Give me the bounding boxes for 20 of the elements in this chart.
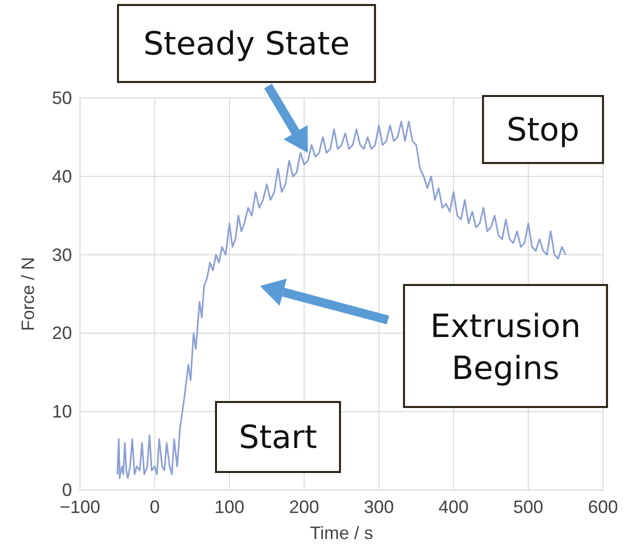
x-tick-label: 500 [513,497,544,517]
annotation: Extrusion Begins [430,307,581,387]
y-tick-label: 0 [62,480,72,500]
x-axis-title: Time / s [310,523,374,543]
x-tick-label: 200 [289,497,320,517]
x-tick-label: 600 [588,497,618,517]
y-tick-label: 30 [52,244,72,265]
y-tick-label: 20 [52,323,72,344]
x-tick-label: 0 [150,497,160,517]
x-tick-label: 100 [214,497,244,517]
x-tick-label: 400 [438,497,469,517]
x-tick-label: −100 [60,497,100,517]
y-tick-label: 10 [52,402,72,422]
annotation: Steady State [143,24,350,62]
y-axis-title: Force / N [18,256,38,332]
y-tick-label: 40 [52,166,72,186]
x-tick-label: 300 [364,497,394,517]
y-tick-label: 50 [52,88,72,108]
annotation: Start [238,418,318,456]
annotation: Stop [506,110,580,148]
